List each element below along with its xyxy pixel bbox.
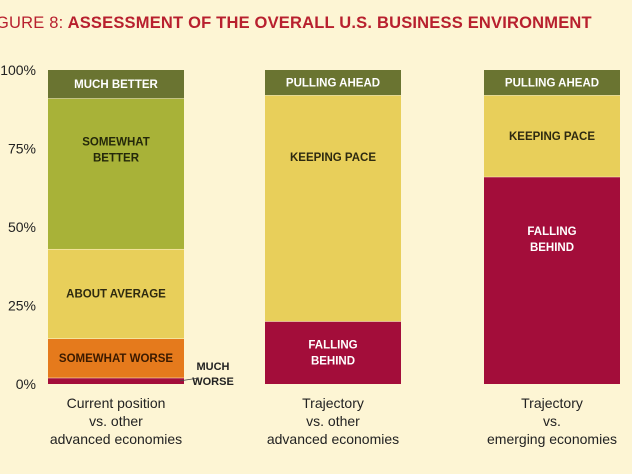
x-category-label: vs. — [543, 413, 561, 429]
bar-segment — [484, 176, 620, 384]
y-tick-label: 50% — [8, 219, 36, 235]
segment-label: PULLING AHEAD — [286, 78, 380, 90]
bar-segment — [48, 248, 184, 339]
bar-segment — [484, 95, 620, 177]
x-category-label: vs. other — [89, 413, 143, 429]
bar-segment — [48, 377, 184, 384]
segment-label: PULLING AHEAD — [505, 78, 599, 90]
chart-title: GURE 8: ASSESSMENT OF THE OVERALL U.S. B… — [0, 14, 592, 33]
segment-label: SOMEWHAT WORSE — [59, 353, 173, 365]
bar-segment — [265, 321, 401, 384]
segment-label: FALLING — [527, 226, 576, 238]
segment-label: BEHIND — [530, 242, 574, 254]
x-category-label: Trajectory — [521, 395, 583, 411]
bar-segment — [265, 95, 401, 322]
figure-number: GURE 8: — [0, 14, 64, 32]
segment-label: KEEPING PACE — [509, 131, 595, 143]
y-tick-label: 0% — [16, 376, 36, 392]
segment-annotation: MUCH — [197, 361, 230, 373]
x-category-label: emerging economies — [487, 431, 617, 447]
y-tick-label: 25% — [8, 298, 36, 314]
bar-segment — [48, 70, 184, 99]
segment-label: BETTER — [93, 153, 140, 165]
y-tick-label: 75% — [8, 141, 36, 157]
segment-label: BEHIND — [311, 356, 355, 368]
segment-label: MUCH BETTER — [74, 79, 158, 91]
x-category-label: Trajectory — [302, 395, 364, 411]
segment-label: SOMEWHAT — [82, 137, 150, 149]
x-category-label: advanced economies — [50, 431, 182, 447]
annotation-leader — [179, 377, 200, 382]
bar-segment — [48, 338, 184, 378]
bar-segment — [265, 70, 401, 96]
x-category-label: advanced economies — [267, 431, 399, 447]
figure-title-text: ASSESSMENT OF THE OVERALL U.S. BUSINESS … — [67, 14, 592, 32]
segment-label: FALLING — [308, 340, 357, 352]
segment-label: ABOUT AVERAGE — [66, 289, 166, 301]
segment-annotation: WORSE — [192, 376, 234, 388]
bar-segment — [48, 98, 184, 249]
y-tick-label: 100% — [0, 62, 36, 78]
segment-label: KEEPING PACE — [290, 152, 376, 164]
bar-segment — [484, 70, 620, 96]
x-category-label: Current position — [67, 395, 166, 411]
x-category-label: vs. other — [306, 413, 360, 429]
